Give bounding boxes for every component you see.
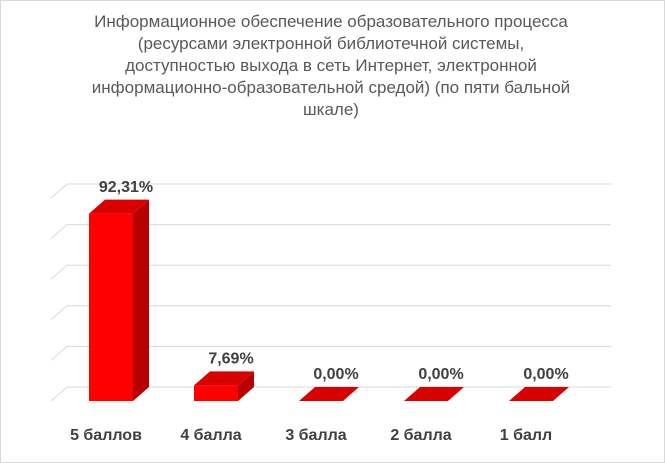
grid-line <box>50 345 611 361</box>
x-tick-label: 1 балл <box>500 427 552 444</box>
bar-top <box>194 371 254 386</box>
value-label: 7,69% <box>208 351 253 368</box>
bar-top <box>509 387 569 401</box>
bar-side <box>133 199 149 401</box>
grid-line <box>50 183 611 199</box>
bar-top <box>404 387 464 401</box>
bar-top <box>299 387 359 401</box>
grid-line <box>50 264 611 280</box>
bar-front <box>89 213 133 401</box>
value-label: 0,00% <box>523 366 568 383</box>
bar <box>194 371 254 401</box>
x-tick-label: 4 балла <box>180 427 241 444</box>
bar <box>89 199 149 401</box>
x-tick-label: 5 баллов <box>70 427 142 444</box>
value-label: 0,00% <box>313 366 358 383</box>
bar-side <box>238 371 254 401</box>
chart-title: Информационное обеспечение образовательн… <box>91 12 571 119</box>
bar <box>404 387 464 401</box>
value-label: 92,31% <box>99 179 153 196</box>
bar-front <box>194 385 238 401</box>
grid-line <box>50 224 611 239</box>
grid-line <box>50 305 611 321</box>
x-tick-label: 2 балла <box>390 427 451 444</box>
bar <box>299 387 359 401</box>
value-label: 0,00% <box>418 366 463 383</box>
bar <box>509 387 569 401</box>
x-tick-label: 3 балла <box>285 427 346 444</box>
bar-top <box>89 199 149 214</box>
